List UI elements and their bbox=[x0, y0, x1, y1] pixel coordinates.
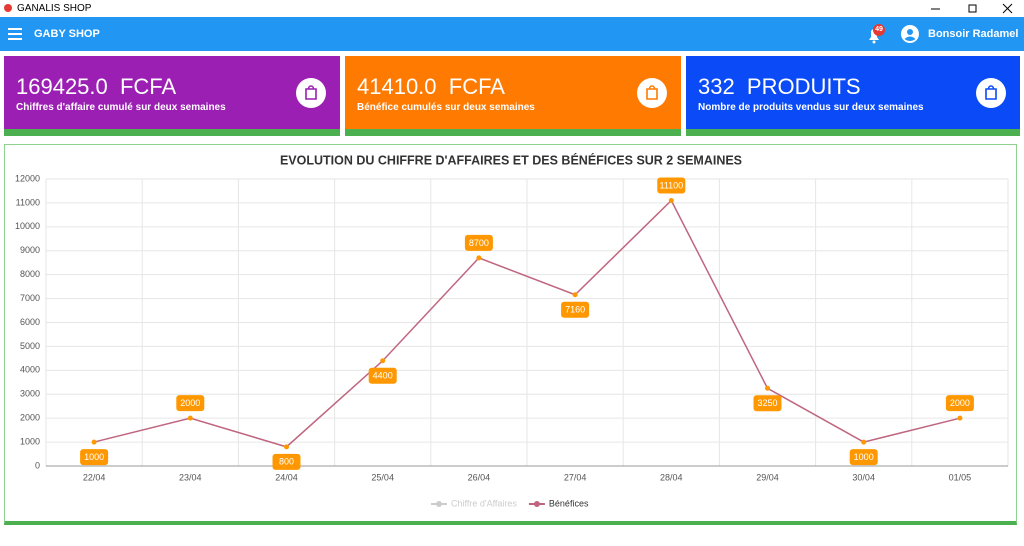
y-tick-label: 3000 bbox=[20, 389, 40, 399]
y-tick-label: 12000 bbox=[15, 173, 40, 183]
notification-badge: 49 bbox=[875, 26, 883, 33]
legend-label: Chiffre d'Affaires bbox=[451, 498, 517, 508]
data-point bbox=[380, 358, 386, 364]
greeting: Bonsoir Radamel bbox=[928, 28, 1019, 40]
data-label: 8700 bbox=[469, 238, 489, 248]
data-label: 3250 bbox=[757, 398, 777, 408]
data-label-bg bbox=[464, 234, 493, 251]
data-point bbox=[476, 255, 482, 261]
card-icon bbox=[976, 78, 1006, 108]
legend-swatch-dot bbox=[436, 501, 442, 507]
window-controls[interactable] bbox=[925, 2, 1020, 15]
series-line bbox=[93, 199, 961, 448]
data-label: 1000 bbox=[854, 452, 874, 462]
card: 332 PRODUITS Nombre de produits vendus s… bbox=[686, 56, 1020, 136]
card-strip bbox=[345, 129, 681, 136]
card-value: 169425.0 FCFA bbox=[16, 74, 177, 99]
data-label-bg bbox=[368, 367, 397, 384]
title-bar: GANALIS SHOP bbox=[0, 0, 1024, 17]
card-caption: Nombre de produits vendus sur deux semai… bbox=[698, 102, 924, 113]
data-label-bg bbox=[80, 449, 109, 466]
card: 169425.0 FCFA Chiffres d'affaire cumulé … bbox=[4, 56, 340, 136]
x-tick-label: 29/04 bbox=[756, 472, 779, 482]
data-label-bg bbox=[272, 453, 301, 470]
card-icon bbox=[296, 78, 326, 108]
x-tick-label: 26/04 bbox=[468, 472, 491, 482]
data-label: 4400 bbox=[373, 371, 393, 381]
data-point bbox=[91, 439, 97, 445]
data-label-bg bbox=[176, 395, 205, 412]
data-label: 2000 bbox=[180, 398, 200, 408]
y-tick-label: 2000 bbox=[20, 413, 40, 423]
card-value: 332 PRODUITS bbox=[698, 74, 861, 99]
data-point bbox=[765, 385, 770, 391]
data-point bbox=[861, 439, 867, 445]
y-tick-label: 1000 bbox=[20, 436, 40, 446]
data-label-bg bbox=[657, 177, 686, 194]
data-label-bg bbox=[561, 301, 590, 318]
menu-button[interactable] bbox=[8, 28, 22, 40]
data-label-bg bbox=[753, 395, 782, 412]
data-point bbox=[187, 415, 193, 421]
data-label: 800 bbox=[279, 457, 294, 467]
card-strip bbox=[4, 129, 340, 136]
y-tick-label: 7000 bbox=[20, 293, 40, 303]
legend-swatch-dot bbox=[533, 501, 540, 507]
x-tick-label: 01/05 bbox=[949, 472, 972, 482]
user-icon[interactable] bbox=[900, 24, 920, 44]
card-strip bbox=[686, 129, 1020, 136]
data-point bbox=[284, 444, 289, 450]
chart-panel: EVOLUTION DU CHIFFRE D'AFFAIRES ET DES B… bbox=[4, 144, 1017, 525]
card-icon bbox=[637, 78, 667, 108]
data-label: 11100 bbox=[659, 180, 683, 190]
data-label-bg bbox=[945, 395, 974, 412]
app-title: GABY SHOP bbox=[34, 28, 100, 40]
chart: EVOLUTION DU CHIFFRE D'AFFAIRES ET DES B… bbox=[15, 152, 1009, 508]
card: 41410.0 FCFA Bénéfice cumulés sur deux s… bbox=[345, 56, 681, 136]
data-point bbox=[668, 198, 674, 204]
data-point bbox=[957, 415, 963, 421]
data-point bbox=[572, 292, 578, 298]
notification-bell[interactable] bbox=[864, 23, 888, 45]
data-label: 2000 bbox=[950, 398, 970, 408]
y-tick-label: 4000 bbox=[20, 365, 40, 375]
legend-label: Bénéfices bbox=[549, 498, 589, 508]
window-title: GANALIS SHOP bbox=[17, 3, 92, 14]
chart-title: EVOLUTION DU CHIFFRE D'AFFAIRES ET DES B… bbox=[280, 152, 742, 167]
app-icon bbox=[4, 4, 12, 12]
data-label-bg bbox=[849, 449, 878, 466]
y-tick-label: 9000 bbox=[20, 245, 40, 255]
y-tick-label: 11000 bbox=[16, 197, 40, 207]
app-bar: GABY SHOP 49 Bonsoir Radamel bbox=[0, 17, 1024, 51]
data-label: 7160 bbox=[565, 305, 585, 315]
y-tick-label: 0 bbox=[35, 460, 40, 470]
card-caption: Chiffres d'affaire cumulé sur deux semai… bbox=[16, 102, 226, 113]
x-tick-label: 27/04 bbox=[564, 472, 587, 482]
card-caption: Bénéfice cumulés sur deux semaines bbox=[357, 102, 535, 113]
x-tick-label: 23/04 bbox=[179, 472, 202, 482]
y-tick-label: 6000 bbox=[20, 317, 40, 327]
y-tick-label: 8000 bbox=[20, 269, 40, 279]
y-tick-label: 10000 bbox=[15, 221, 40, 231]
x-tick-label: 30/04 bbox=[852, 472, 875, 482]
y-tick-label: 5000 bbox=[20, 341, 40, 351]
x-tick-label: 24/04 bbox=[275, 472, 298, 482]
card-value: 41410.0 FCFA bbox=[357, 74, 505, 99]
x-tick-label: 28/04 bbox=[660, 472, 683, 482]
data-label: 1000 bbox=[84, 452, 104, 462]
x-tick-label: 22/04 bbox=[83, 472, 106, 482]
x-tick-label: 25/04 bbox=[371, 472, 394, 482]
